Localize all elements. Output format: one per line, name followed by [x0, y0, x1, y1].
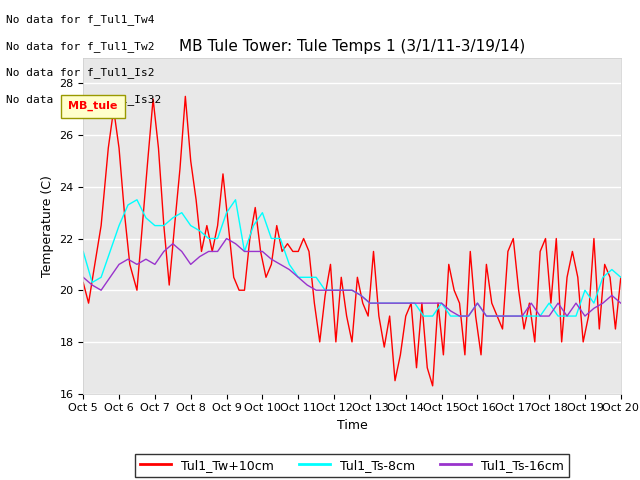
- Line: Tul1_Ts-8cm: Tul1_Ts-8cm: [83, 200, 621, 316]
- Text: No data for f_Tul1_Is2: No data for f_Tul1_Is2: [6, 67, 155, 78]
- Tul1_Ts-16cm: [456, 313, 463, 319]
- Tul1_Tw+10cm: [364, 313, 372, 319]
- Text: No data for f_Tul1_Is32: No data for f_Tul1_Is32: [6, 94, 162, 105]
- Tul1_Tw+10cm: [192, 197, 200, 203]
- Tul1_Tw+10cm: [617, 275, 625, 280]
- Tul1_Tw+10cm: [182, 94, 189, 99]
- Tul1_Tw+10cm: [214, 223, 221, 228]
- Tul1_Ts-16cm: [276, 262, 284, 267]
- Tul1_Ts-16cm: [375, 300, 383, 306]
- Tul1_Ts-8cm: [411, 300, 419, 306]
- Tul1_Ts-8cm: [276, 236, 284, 241]
- Tul1_Ts-8cm: [79, 249, 87, 254]
- Tul1_Ts-8cm: [375, 300, 383, 306]
- Tul1_Ts-8cm: [563, 313, 571, 319]
- Tul1_Ts-16cm: [187, 262, 195, 267]
- Text: No data for f_Tul1_Tw4: No data for f_Tul1_Tw4: [6, 14, 155, 25]
- Line: Tul1_Tw+10cm: Tul1_Tw+10cm: [83, 96, 621, 386]
- Tul1_Tw+10cm: [407, 300, 415, 306]
- Tul1_Ts-8cm: [196, 228, 204, 234]
- Legend: Tul1_Tw+10cm, Tul1_Ts-8cm, Tul1_Ts-16cm: Tul1_Tw+10cm, Tul1_Ts-8cm, Tul1_Ts-16cm: [134, 454, 570, 477]
- Tul1_Ts-16cm: [411, 300, 419, 306]
- Tul1_Tw+10cm: [585, 313, 593, 319]
- Tul1_Tw+10cm: [79, 279, 87, 285]
- Tul1_Ts-8cm: [214, 236, 221, 241]
- X-axis label: Time: Time: [337, 419, 367, 432]
- Line: Tul1_Ts-16cm: Tul1_Ts-16cm: [83, 239, 621, 316]
- Tul1_Ts-16cm: [205, 249, 212, 254]
- Tul1_Ts-16cm: [79, 275, 87, 280]
- Tul1_Ts-16cm: [223, 236, 230, 241]
- Tul1_Ts-8cm: [133, 197, 141, 203]
- Y-axis label: Temperature (C): Temperature (C): [41, 175, 54, 276]
- Tul1_Tw+10cm: [601, 262, 609, 267]
- Tul1_Ts-16cm: [617, 300, 625, 306]
- Tul1_Ts-16cm: [563, 313, 571, 319]
- Tul1_Ts-8cm: [617, 275, 625, 280]
- Tul1_Tw+10cm: [429, 383, 436, 389]
- Text: MB_tule: MB_tule: [68, 101, 118, 111]
- Tul1_Ts-8cm: [420, 313, 428, 319]
- Title: MB Tule Tower: Tule Temps 1 (3/1/11-3/19/14): MB Tule Tower: Tule Temps 1 (3/1/11-3/19…: [179, 39, 525, 54]
- Text: No data for f_Tul1_Tw2: No data for f_Tul1_Tw2: [6, 41, 155, 52]
